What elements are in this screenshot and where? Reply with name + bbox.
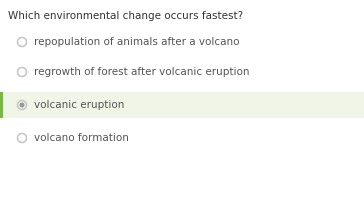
Bar: [0, 92, 3, 118]
Text: volcano formation: volcano formation: [34, 133, 129, 143]
Circle shape: [20, 103, 24, 108]
Text: volcanic eruption: volcanic eruption: [34, 100, 124, 110]
Text: regrowth of forest after volcanic eruption: regrowth of forest after volcanic erupti…: [34, 67, 249, 77]
Text: Which environmental change occurs fastest?: Which environmental change occurs fastes…: [8, 11, 243, 21]
Text: repopulation of animals after a volcano: repopulation of animals after a volcano: [34, 37, 240, 47]
Bar: [3, 92, 364, 118]
